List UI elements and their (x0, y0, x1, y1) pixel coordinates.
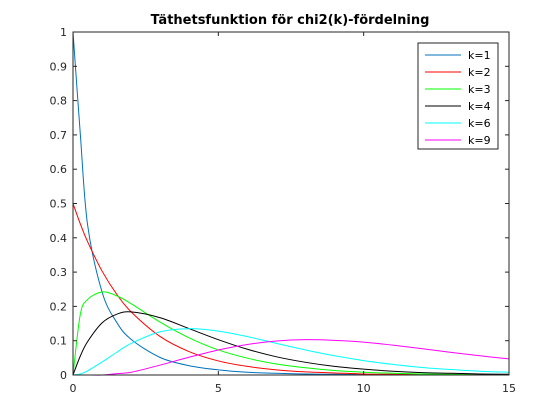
y-tick-label: 1 (60, 26, 67, 39)
chart-title: Täthetsfunktion för chi2(k)-fördelning (151, 13, 430, 28)
legend-label: k=4 (468, 100, 491, 113)
y-tick-label: 0.3 (50, 266, 68, 279)
x-tick-label: 10 (357, 382, 371, 395)
legend-label: k=3 (468, 83, 491, 96)
y-tick-label: 0 (60, 369, 67, 382)
y-tick-label: 0.7 (50, 129, 68, 142)
legend-label: k=9 (468, 134, 491, 147)
y-tick-label: 0.4 (50, 232, 68, 245)
legend-label: k=1 (468, 49, 491, 62)
series-line-k-6 (72, 328, 510, 376)
y-tick-label: 0.1 (50, 335, 68, 348)
y-tick-label: 0.8 (50, 95, 68, 108)
series-line-k-3 (72, 291, 510, 376)
series-line-k-4 (72, 311, 510, 376)
y-tick-label: 0.9 (50, 60, 68, 73)
x-tick-label: 15 (502, 382, 516, 395)
x-tick-label: 5 (215, 382, 222, 395)
legend-box (417, 42, 499, 150)
axes-layer: 00.10.20.30.40.50.60.70.80.910 5 10 15 (50, 26, 517, 395)
y-tick-label: 0.6 (50, 163, 68, 176)
y-tick-label: 0.5 (50, 198, 68, 211)
legend: k=1 k=2 k=3 k=4 k=6 k=9 (417, 42, 499, 150)
x-tick-label: 0 (70, 382, 77, 395)
y-tick-label: 0.2 (50, 300, 68, 313)
legend-label: k=2 (468, 66, 491, 79)
legend-label: k=6 (468, 117, 491, 130)
